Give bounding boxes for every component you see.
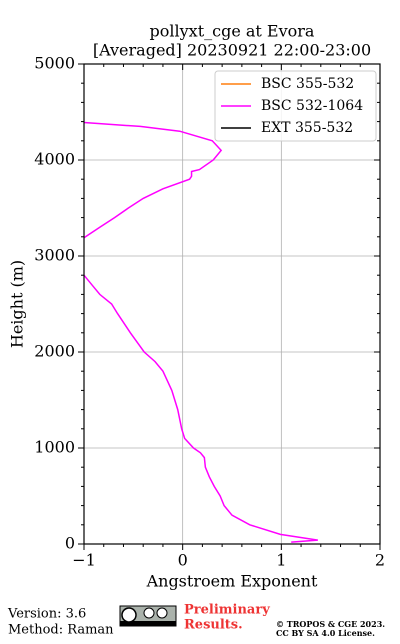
preliminary-note: Results. bbox=[184, 618, 243, 633]
y-tick-label: 0 bbox=[65, 534, 75, 553]
x-tick-label: −1 bbox=[72, 551, 96, 570]
y-tick-label: 2000 bbox=[34, 342, 75, 361]
data-line bbox=[83, 121, 318, 543]
x-axis-label: Angstroem Exponent bbox=[146, 572, 318, 591]
cc-badge bbox=[119, 605, 177, 627]
method: Method: Raman bbox=[8, 623, 114, 638]
legend-label: BSC 532-1064 bbox=[261, 98, 363, 114]
y-tick-label: 5000 bbox=[34, 54, 75, 73]
x-tick-label: 0 bbox=[178, 551, 188, 570]
version: Version: 3.6 bbox=[7, 607, 86, 622]
x-tick-label: 2 bbox=[375, 551, 385, 570]
plot-frame bbox=[83, 63, 381, 545]
legend-label: BSC 355-532 bbox=[261, 76, 354, 92]
y-tick-label: 4000 bbox=[34, 150, 75, 169]
chart-title: pollyxt_cge at Evora bbox=[150, 22, 315, 41]
license: CC BY SA 4.0 License. bbox=[276, 628, 375, 638]
preliminary-note: Preliminary bbox=[184, 603, 270, 618]
x-tick-label: 1 bbox=[276, 551, 286, 570]
copyright: © TROPOS & CGE 2023. bbox=[276, 619, 385, 629]
y-axis-label: Height (m) bbox=[8, 260, 27, 348]
y-tick-label: 3000 bbox=[34, 246, 75, 265]
chart-subtitle: [Averaged] 20230921 22:00-23:00 bbox=[93, 41, 371, 60]
legend-box bbox=[214, 70, 377, 142]
legend-label: EXT 355-532 bbox=[261, 120, 353, 136]
y-tick-label: 1000 bbox=[34, 438, 75, 457]
